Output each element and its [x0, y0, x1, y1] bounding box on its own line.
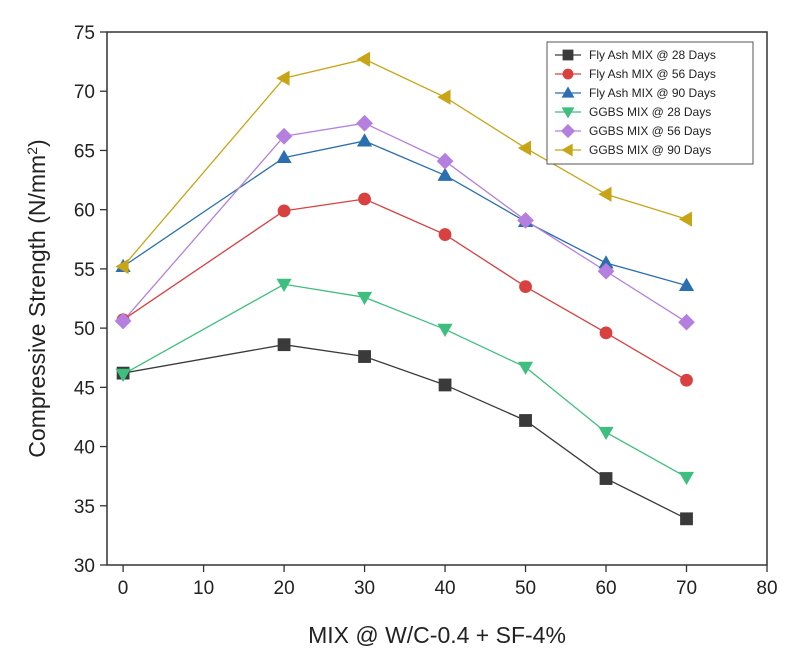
data-point: [678, 211, 693, 227]
data-point: [437, 89, 451, 105]
data-point: [678, 471, 695, 486]
legend-marker: [562, 49, 574, 61]
x-tick-label: 80: [756, 578, 777, 599]
data-point: [356, 114, 373, 132]
legend-marker: [560, 123, 576, 139]
y-tick-label: 35: [74, 497, 95, 518]
legend: Fly Ash MIX @ 28 Days Fly Ash MIX @ 56 Da…: [546, 41, 754, 165]
y-tick-label: 30: [74, 556, 95, 577]
data-point: [678, 313, 695, 331]
series-line: [122, 283, 687, 478]
y-tick-label: 45: [74, 378, 95, 399]
y-axis: 30 35 40 45 50 55 60 65 70 75: [74, 23, 107, 577]
data-point: [438, 378, 452, 392]
data-point: [356, 51, 371, 67]
legend-label: Fly Ash MIX @ 56 Days: [589, 67, 716, 81]
series-line: [122, 198, 687, 381]
y-tick-label: 50: [74, 319, 95, 340]
y-tick-label: 60: [74, 201, 95, 222]
x-axis-title: MIX @ W/C-0.4 + SF-4%: [308, 622, 566, 648]
x-tick-label: 0: [118, 578, 129, 599]
series-markers: [114, 51, 695, 526]
legend-box: [546, 41, 754, 165]
y-tick-label: 55: [74, 260, 95, 281]
data-point: [437, 167, 453, 181]
legend-label: GGBS MIX @ 90 Days: [589, 143, 711, 157]
x-axis: 0 10 20 30 40 50 60 70 80: [118, 565, 778, 599]
data-point: [358, 192, 371, 206]
data-point: [436, 152, 454, 170]
data-point: [115, 258, 129, 275]
y-tick-label: 65: [74, 141, 95, 162]
y-tick-label: 70: [74, 82, 95, 103]
data-point: [517, 211, 534, 229]
data-point: [517, 140, 532, 156]
legend-marker: [561, 143, 573, 157]
x-tick-label: 20: [274, 578, 295, 599]
data-point: [678, 277, 695, 291]
data-point: [115, 368, 131, 383]
legend-label: GGBS MIX @ 56 Days: [589, 124, 711, 138]
data-point: [598, 426, 614, 441]
data-point: [599, 326, 613, 340]
legend-label: Fly Ash MIX @ 28 Days: [589, 48, 716, 62]
x-tick-label: 60: [595, 578, 616, 599]
data-point: [275, 127, 293, 145]
y-tick-label: 75: [74, 23, 95, 44]
data-point: [114, 312, 132, 330]
data-point: [277, 338, 291, 352]
data-point: [276, 149, 292, 164]
y-axis-title-superscript: 2: [24, 147, 40, 155]
y-axis-title-main: Compressive Strength (N/mm: [24, 155, 50, 458]
legend-marker: [561, 107, 575, 119]
data-point: [438, 228, 452, 241]
x-tick-label: 70: [676, 578, 697, 599]
x-tick-label: 40: [434, 578, 455, 599]
data-point: [277, 204, 291, 218]
legend-label: Fly Ash MIX @ 90 Days: [589, 86, 716, 100]
data-point: [519, 414, 532, 427]
legend-marker: [562, 68, 574, 80]
x-tick-label: 10: [193, 578, 214, 599]
data-point: [680, 373, 693, 387]
y-tick-label: 40: [74, 438, 95, 459]
data-point: [356, 133, 373, 147]
data-point: [276, 278, 292, 292]
y-axis-title-suffix: ): [24, 139, 50, 147]
data-point: [356, 291, 373, 306]
legend-label: GGBS MIX @ 28 Days: [589, 105, 711, 119]
x-tick-label: 30: [354, 578, 375, 599]
data-point: [598, 186, 612, 202]
x-tick-label: 50: [515, 578, 536, 599]
data-point: [276, 70, 290, 86]
data-point: [680, 512, 693, 526]
plot-frame: [106, 31, 768, 566]
data-point: [437, 323, 453, 337]
legend-marker: [561, 86, 575, 98]
data-point: [599, 472, 613, 485]
data-point: [519, 280, 532, 294]
y-axis-title: Compressive Strength (N/mm2): [24, 139, 50, 457]
data-point: [517, 361, 534, 375]
data-point: [358, 350, 371, 363]
data-point: [597, 262, 615, 280]
